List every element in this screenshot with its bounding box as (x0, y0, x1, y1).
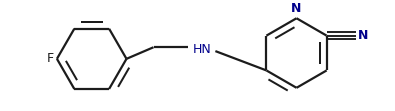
Text: N: N (292, 2, 302, 15)
Text: N: N (357, 29, 368, 42)
Text: F: F (47, 52, 54, 65)
Text: HN: HN (192, 43, 211, 56)
